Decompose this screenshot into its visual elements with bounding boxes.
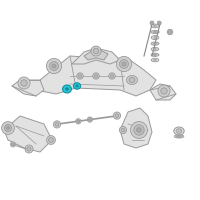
Ellipse shape: [174, 127, 184, 135]
Ellipse shape: [127, 75, 138, 84]
Circle shape: [137, 128, 141, 132]
Ellipse shape: [151, 30, 159, 34]
Polygon shape: [12, 80, 44, 96]
Polygon shape: [120, 108, 152, 148]
Polygon shape: [150, 84, 176, 100]
Circle shape: [113, 112, 121, 119]
Circle shape: [158, 85, 170, 97]
Ellipse shape: [154, 59, 156, 61]
Polygon shape: [36, 56, 156, 96]
Ellipse shape: [154, 43, 156, 44]
Circle shape: [50, 62, 58, 70]
Circle shape: [10, 142, 16, 147]
Circle shape: [87, 117, 92, 122]
Circle shape: [77, 120, 80, 123]
Circle shape: [150, 21, 154, 25]
Ellipse shape: [151, 42, 159, 45]
Circle shape: [27, 147, 31, 151]
Circle shape: [4, 124, 12, 132]
Circle shape: [78, 74, 82, 78]
Circle shape: [77, 73, 83, 79]
Ellipse shape: [129, 77, 135, 82]
Polygon shape: [4, 116, 52, 152]
Circle shape: [161, 88, 167, 94]
Circle shape: [88, 118, 91, 121]
Ellipse shape: [154, 37, 156, 39]
Circle shape: [157, 21, 161, 25]
Circle shape: [53, 121, 61, 128]
Circle shape: [55, 123, 59, 126]
Circle shape: [110, 74, 114, 78]
Polygon shape: [72, 48, 120, 64]
Circle shape: [119, 126, 127, 134]
Ellipse shape: [154, 25, 156, 27]
Circle shape: [6, 126, 10, 130]
Ellipse shape: [65, 88, 69, 90]
Ellipse shape: [151, 58, 159, 62]
Polygon shape: [84, 48, 108, 60]
Circle shape: [131, 122, 147, 138]
Circle shape: [49, 138, 53, 142]
Circle shape: [12, 143, 14, 146]
Circle shape: [120, 60, 128, 68]
Circle shape: [18, 77, 30, 89]
Ellipse shape: [73, 83, 81, 89]
Ellipse shape: [151, 47, 159, 51]
Circle shape: [93, 73, 99, 79]
Circle shape: [46, 58, 62, 74]
Ellipse shape: [151, 53, 159, 56]
Ellipse shape: [151, 36, 159, 40]
Circle shape: [109, 73, 115, 79]
Ellipse shape: [151, 24, 159, 28]
Circle shape: [121, 128, 125, 132]
Circle shape: [134, 125, 144, 135]
Circle shape: [25, 145, 33, 153]
Circle shape: [2, 122, 14, 134]
Circle shape: [21, 80, 27, 86]
Circle shape: [47, 136, 55, 144]
Circle shape: [52, 64, 56, 68]
Circle shape: [116, 56, 132, 72]
Circle shape: [91, 46, 101, 56]
Ellipse shape: [154, 31, 156, 33]
Circle shape: [76, 119, 81, 124]
Circle shape: [122, 62, 126, 66]
Ellipse shape: [177, 135, 182, 137]
Ellipse shape: [154, 54, 156, 56]
Ellipse shape: [76, 85, 78, 87]
Ellipse shape: [174, 135, 184, 138]
Circle shape: [93, 48, 99, 54]
Circle shape: [115, 114, 119, 117]
Circle shape: [167, 29, 173, 35]
Ellipse shape: [63, 85, 71, 93]
Circle shape: [94, 74, 98, 78]
Ellipse shape: [154, 48, 156, 50]
Ellipse shape: [176, 129, 182, 133]
